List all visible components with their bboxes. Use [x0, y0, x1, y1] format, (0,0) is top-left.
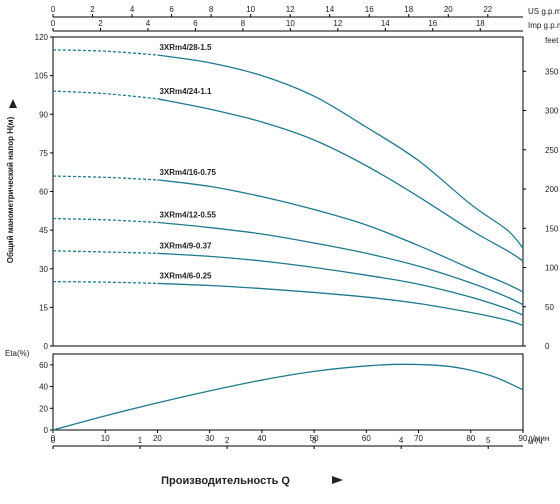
curve-label: 3XRm4/28-1.5: [159, 43, 212, 52]
head-y-axis-label: Общий манометрический напор Н(м): [6, 116, 15, 263]
x-tick-label: 90: [519, 434, 528, 443]
curve-label: 3XRm4/12-0.55: [159, 210, 216, 219]
top-tick-label: 14: [325, 5, 334, 14]
curve-label: 3XRm4/9-0.37: [159, 241, 212, 250]
x2-tick-label: 3: [312, 436, 317, 445]
x-tick-label: 80: [466, 434, 475, 443]
eta-y-tick-label: 40: [39, 383, 48, 392]
top-tick-label: 2: [90, 5, 95, 14]
eta-y-tick-label: 0: [44, 426, 49, 435]
top-tick-label: 20: [444, 5, 453, 14]
curve-dashed-segment: [52, 217, 158, 224]
top-tick-label: 2: [98, 19, 103, 28]
y-tick-label: 90: [39, 110, 48, 119]
y2-tick-label: 150: [545, 224, 559, 233]
head-plot-frame: [52, 36, 524, 347]
x-tick-label: 20: [153, 434, 162, 443]
y-tick-label: 30: [39, 265, 48, 274]
top-tick-label: 18: [476, 19, 485, 28]
y2-tick-label: 0: [545, 342, 550, 351]
curve-solid-segment: [157, 179, 524, 293]
x-axis-title: Производительность Q: [161, 475, 290, 487]
top-tick-label: 22: [483, 5, 492, 14]
y-axis-arrow-icon: [9, 99, 17, 108]
curve-solid-segment: [157, 98, 524, 262]
efficiency-curve: [52, 363, 524, 431]
curve-label: 3XRm4/24-1.1: [159, 87, 212, 96]
top-tick-label: 12: [333, 19, 342, 28]
top-tick-label: 6: [193, 19, 198, 28]
curve-solid-segment: [157, 252, 524, 316]
curve-solid-segment: [157, 282, 524, 327]
x2-tick-label: 4: [399, 436, 404, 445]
top-tick-label: 10: [246, 5, 255, 14]
x-tick-label: 30: [205, 434, 214, 443]
top-tick-label: 4: [130, 5, 135, 14]
top-tick-label: 14: [381, 19, 390, 28]
curve-dashed-segment: [52, 49, 158, 56]
x-axis-unit: л/мин: [528, 434, 549, 443]
eta-plot-frame: [52, 353, 524, 431]
y-tick-label: 75: [39, 149, 48, 158]
y2-tick-label: 200: [545, 185, 559, 194]
top-tick-label: 10: [286, 19, 295, 28]
curve-dashed-segment: [52, 175, 158, 181]
y2-tick-label: 100: [545, 264, 559, 273]
y-tick-label: 15: [39, 303, 48, 312]
top-tick-label: 16: [365, 5, 374, 14]
eta-y-tick-label: 60: [39, 361, 48, 370]
top-tick-label: 6: [169, 5, 174, 14]
y2-tick-label: 350: [545, 67, 559, 76]
curve-solid-segment: [157, 221, 524, 306]
top-axis-label: Imp g.p.m: [528, 21, 560, 30]
eta-y-tick-label: 20: [39, 404, 48, 413]
y-tick-label: 45: [39, 226, 48, 235]
curve-dashed-segment: [52, 280, 158, 285]
y-tick-label: 120: [35, 33, 49, 42]
x2-tick-label: 0: [51, 436, 56, 445]
x2-tick-label: 1: [138, 436, 143, 445]
y2-tick-label: 250: [545, 146, 559, 155]
x-tick-label: 70: [414, 434, 423, 443]
x-axis-arrow-icon: [332, 476, 343, 484]
curve-label: 3XRm4/6-0.25: [159, 271, 212, 280]
head-plot: 0153045607590105120050100150200250300350…: [35, 5, 560, 351]
y2-axis-label: feet: [545, 36, 559, 45]
x-tick-label: 40: [257, 434, 266, 443]
y-tick-label: 0: [44, 342, 49, 351]
top-tick-label: 4: [146, 19, 151, 28]
y2-tick-label: 300: [545, 107, 559, 116]
top-tick-label: 0: [51, 5, 56, 14]
curve-dashed-segment: [52, 250, 158, 254]
top-tick-label: 12: [286, 5, 295, 14]
curve-solid-segment: [157, 54, 524, 249]
x2-axis-unit: м³/ч: [528, 437, 543, 446]
y-tick-label: 105: [35, 72, 49, 81]
top-axis-label: US g.p.m: [528, 7, 560, 16]
curve-label: 3XRm4/16-0.75: [159, 168, 216, 177]
x2-tick-label: 5: [486, 436, 491, 445]
top-tick-label: 0: [51, 19, 56, 28]
y-tick-label: 60: [39, 188, 48, 197]
y2-tick-label: 50: [545, 303, 554, 312]
top-tick-label: 16: [428, 19, 437, 28]
eta-y-axis-label: Eta(%): [5, 349, 30, 358]
x-tick-label: 0: [51, 434, 56, 443]
top-tick-label: 8: [241, 19, 246, 28]
x-tick-label: 60: [362, 434, 371, 443]
curve-dashed-segment: [52, 90, 158, 100]
top-tick-label: 8: [209, 5, 214, 14]
x2-tick-label: 2: [225, 436, 230, 445]
x-tick-label: 10: [101, 434, 110, 443]
top-tick-label: 18: [404, 5, 413, 14]
x-tick-label: 50: [310, 434, 319, 443]
